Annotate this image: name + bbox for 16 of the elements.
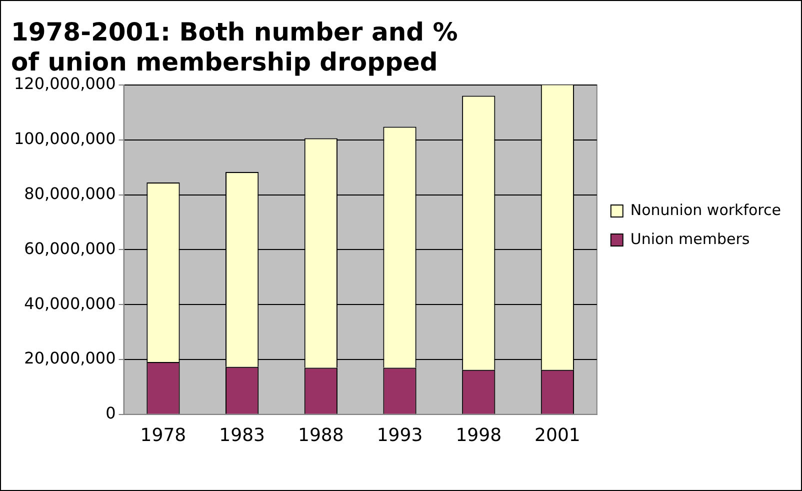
x-tick-label: 1993 <box>376 424 423 446</box>
y-tick-label: 0 <box>106 404 116 423</box>
y-tick-label: 40,000,000 <box>24 294 116 313</box>
legend-label: Union members <box>630 230 750 248</box>
x-tick-label: 2001 <box>534 424 580 446</box>
y-tick-label: 60,000,000 <box>24 238 116 258</box>
x-tick-label: 1983 <box>219 424 265 446</box>
chart-title: 1978-2001: Both number and % of union membership dropped <box>11 18 458 76</box>
x-tick-label: 1988 <box>298 424 344 446</box>
y-tick-label: 120,000,000 <box>14 74 116 94</box>
y-tick-label: 20,000,000 <box>24 348 116 368</box>
x-tick-label: 1978 <box>140 424 186 446</box>
x-tick-label: 1998 <box>456 424 502 446</box>
y-tick-label: 100,000,000 <box>14 129 116 148</box>
y-tick-label: 80,000,000 <box>24 184 116 203</box>
legend-label: Nonunion workforce <box>630 200 781 219</box>
